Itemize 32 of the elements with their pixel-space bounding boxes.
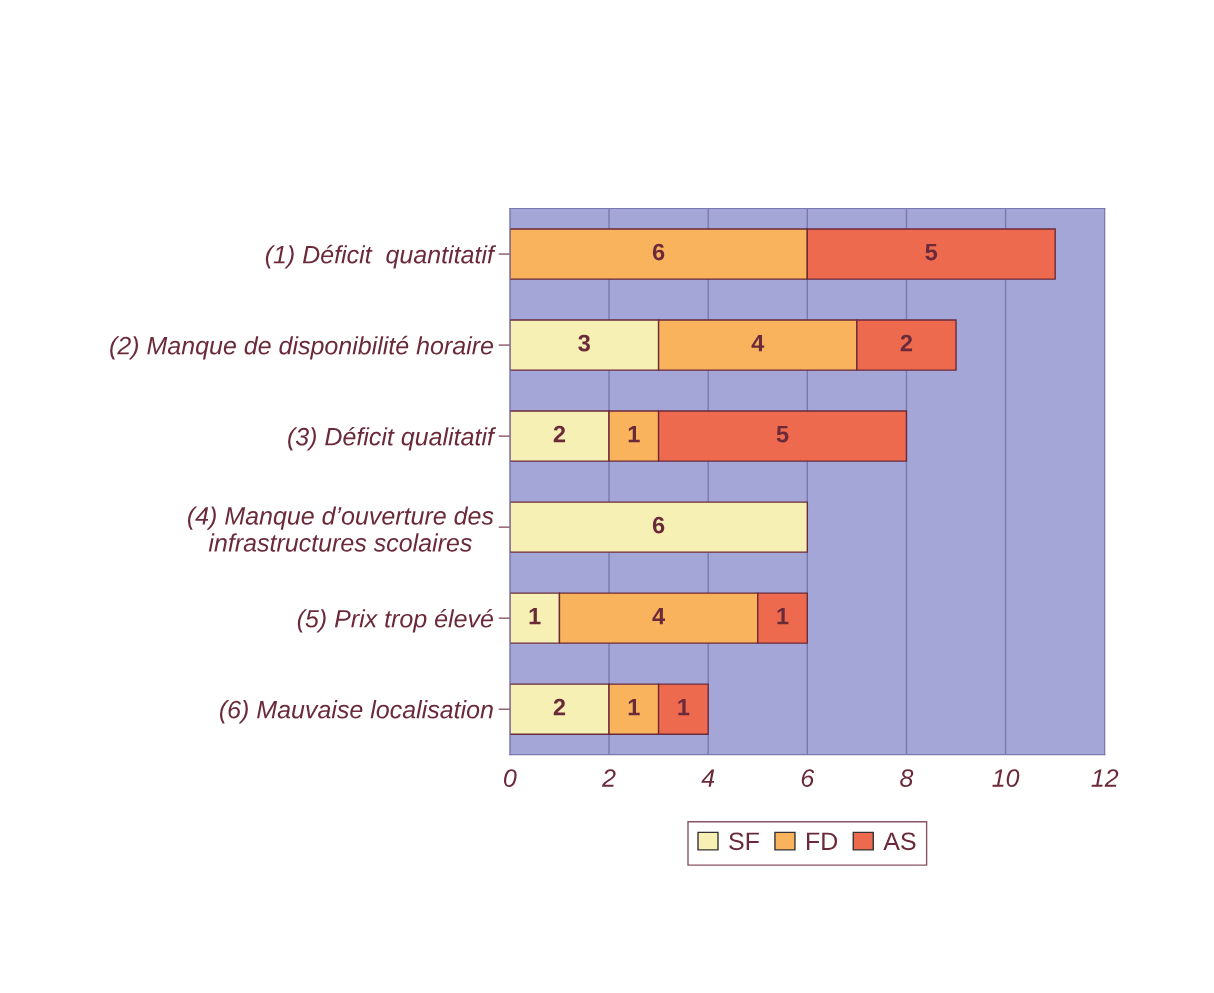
x-tick-label: 8 <box>900 769 914 787</box>
y-tick-label: (6) Mauvaise localisation <box>219 700 493 724</box>
data-label: 2 <box>900 334 913 352</box>
bar <box>509 501 809 553</box>
y-tick-label: (2) Manque de disponibilité horaire <box>110 335 494 360</box>
data-label: 3 <box>578 334 590 352</box>
x-tick-label: 12 <box>1091 769 1119 787</box>
data-label: 6 <box>652 243 665 261</box>
data-label: 5 <box>776 425 789 443</box>
data-label: 1 <box>678 699 690 716</box>
legend-label: SF <box>729 832 759 851</box>
data-label: 1 <box>628 699 640 716</box>
data-label: 5 <box>925 243 938 261</box>
data-label: 2 <box>553 698 566 716</box>
data-label: 4 <box>652 608 666 625</box>
x-tick-label: 2 <box>601 769 616 787</box>
x-tick-label: 6 <box>801 769 815 787</box>
y-tick-label: (3) Déficit qualitatif <box>288 426 497 451</box>
y-tick-label: (5) Prix trop élevé <box>297 608 493 633</box>
y-tick-label: (1) Déficit quantitatif <box>265 244 497 269</box>
x-tick-label: 0 <box>504 769 517 787</box>
x-tick-label: 4 <box>701 769 715 787</box>
data-label: 2 <box>553 425 566 443</box>
data-label: 1 <box>628 425 640 443</box>
legend-label: FD <box>807 832 838 850</box>
legend-label: AS <box>883 832 916 851</box>
data-label: 1 <box>529 608 541 625</box>
data-label: 1 <box>777 608 789 625</box>
x-tick-label: 10 <box>992 769 1020 787</box>
data-label: 4 <box>751 334 765 352</box>
data-label: 6 <box>652 516 665 534</box>
y-tick-label: (4) Manque d’ouverture des infrastructures scolaires <box>187 506 494 552</box>
